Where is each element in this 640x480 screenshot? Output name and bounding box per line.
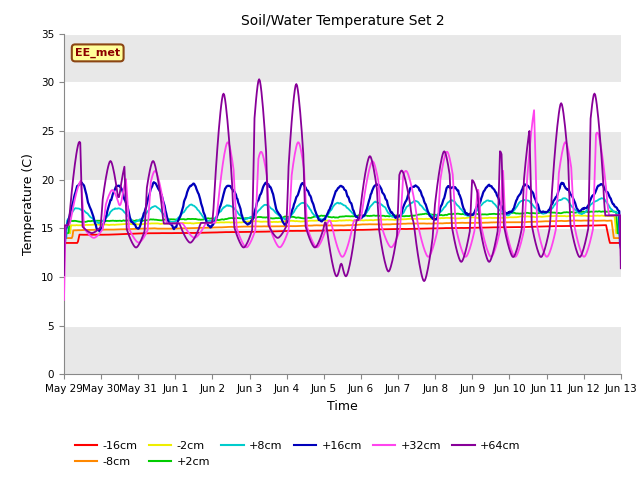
+64cm	[60, 272, 68, 278]
+64cm	[184, 238, 192, 244]
+2cm	[426, 212, 434, 217]
+16cm	[617, 245, 625, 251]
+32cm	[617, 252, 625, 258]
+8cm	[214, 213, 221, 218]
+32cm	[127, 230, 135, 236]
+2cm	[617, 230, 625, 236]
+2cm	[609, 208, 616, 214]
-2cm	[573, 213, 581, 218]
+16cm	[411, 183, 419, 189]
-2cm	[127, 221, 135, 227]
+32cm	[60, 297, 68, 303]
+16cm	[127, 219, 135, 225]
-8cm	[584, 217, 591, 223]
+32cm	[184, 229, 192, 235]
+2cm	[60, 230, 68, 236]
+32cm	[426, 252, 434, 258]
Bar	[64, 326, 621, 374]
-16cm	[127, 231, 135, 237]
+16cm	[150, 180, 157, 185]
+32cm	[70, 200, 78, 205]
+2cm	[410, 213, 418, 219]
+64cm	[127, 238, 135, 244]
-2cm	[184, 220, 192, 226]
+8cm	[70, 206, 78, 212]
+64cm	[411, 229, 419, 235]
+32cm	[214, 208, 221, 214]
+16cm	[428, 214, 435, 220]
Line: +64cm: +64cm	[64, 79, 621, 281]
+32cm	[530, 108, 538, 113]
+8cm	[617, 235, 625, 241]
-16cm	[214, 229, 221, 235]
+2cm	[184, 216, 192, 222]
+8cm	[127, 217, 135, 223]
-16cm	[600, 222, 607, 228]
Y-axis label: Temperature (C): Temperature (C)	[22, 153, 35, 255]
-16cm	[617, 240, 625, 246]
+16cm	[214, 210, 222, 216]
-8cm	[426, 221, 434, 227]
-2cm	[410, 216, 418, 222]
Line: -8cm: -8cm	[64, 220, 621, 238]
Line: -16cm: -16cm	[64, 225, 621, 243]
Legend: -16cm, -8cm, -2cm, +2cm, +8cm, +16cm, +32cm, +64cm: -16cm, -8cm, -2cm, +2cm, +8cm, +16cm, +3…	[70, 437, 525, 471]
+8cm	[184, 204, 192, 210]
-2cm	[214, 220, 221, 226]
Title: Soil/Water Temperature Set 2: Soil/Water Temperature Set 2	[241, 14, 444, 28]
+16cm	[185, 185, 193, 191]
X-axis label: Time: Time	[327, 400, 358, 413]
+64cm	[255, 76, 263, 82]
Line: +32cm: +32cm	[64, 110, 621, 300]
-8cm	[70, 228, 78, 233]
-8cm	[127, 226, 135, 232]
-2cm	[426, 216, 434, 222]
+8cm	[426, 211, 434, 217]
+8cm	[410, 198, 418, 204]
Line: +8cm: +8cm	[64, 198, 621, 238]
+2cm	[70, 218, 78, 224]
+32cm	[410, 196, 418, 202]
-16cm	[410, 226, 418, 232]
Bar	[64, 228, 621, 277]
-8cm	[617, 235, 625, 241]
Line: -2cm: -2cm	[64, 216, 621, 233]
-8cm	[60, 235, 68, 241]
Bar	[64, 131, 621, 180]
-8cm	[410, 221, 418, 227]
Text: EE_met: EE_met	[75, 48, 120, 58]
-8cm	[214, 225, 221, 230]
-16cm	[426, 226, 434, 231]
-2cm	[60, 230, 68, 236]
+64cm	[70, 168, 78, 174]
-2cm	[70, 222, 78, 228]
-8cm	[184, 225, 192, 231]
-2cm	[617, 230, 625, 236]
+2cm	[214, 217, 221, 223]
Line: +2cm: +2cm	[64, 211, 621, 233]
-16cm	[184, 230, 192, 236]
-16cm	[70, 240, 78, 246]
+8cm	[60, 235, 68, 241]
+2cm	[127, 217, 135, 223]
Line: +16cm: +16cm	[64, 182, 621, 248]
+8cm	[598, 195, 605, 201]
-16cm	[60, 240, 68, 246]
+64cm	[214, 146, 221, 152]
Bar	[64, 34, 621, 82]
+64cm	[428, 241, 436, 247]
+16cm	[70, 194, 78, 200]
+16cm	[60, 245, 68, 251]
+64cm	[617, 265, 625, 271]
+64cm	[420, 278, 428, 284]
